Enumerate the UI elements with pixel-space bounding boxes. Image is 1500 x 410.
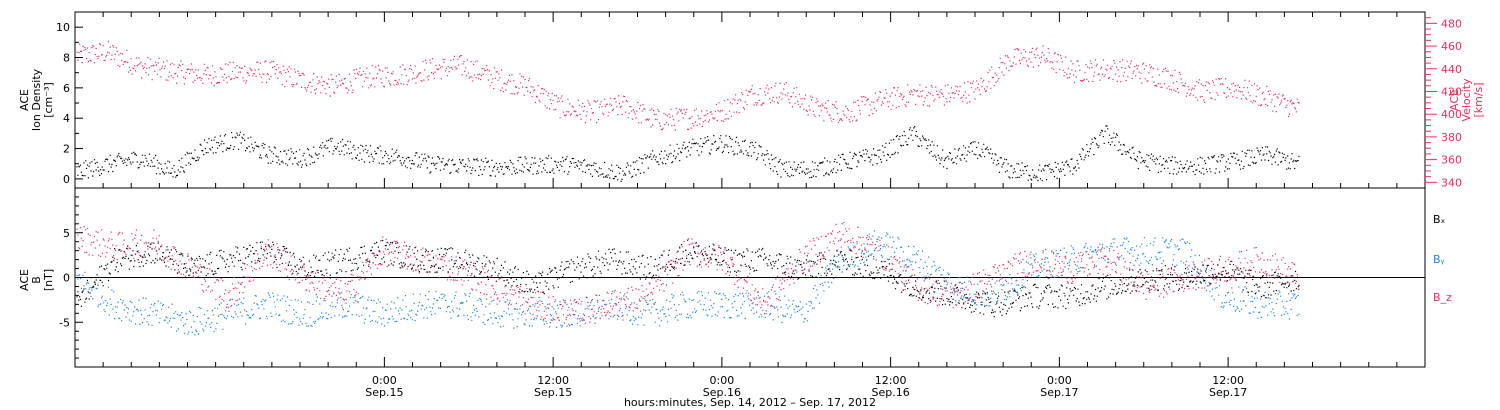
axes: 0246810340360380400420440460480-5050:00S… — [56, 11, 1462, 399]
imf-ylabel-line3: [nT] — [42, 269, 55, 291]
legend-bx: Bₓ — [1433, 213, 1446, 226]
bz-points — [76, 221, 1300, 327]
density-tick-label: 10 — [56, 21, 70, 34]
velocity-tick-label: 480 — [1441, 17, 1462, 30]
x-tick-date: Sep.17 — [1209, 386, 1247, 399]
x-tick-time: 12:00 — [1212, 374, 1244, 387]
left-ylabel-line3: [cm⁻³] — [42, 82, 55, 118]
right-ylabel-line1: ACE — [1448, 89, 1461, 111]
imf-ylabel-line2: B — [30, 276, 43, 284]
velocity-tick-label: 380 — [1441, 131, 1462, 144]
imf-tick-label: 0 — [63, 272, 70, 285]
velocity-tick-label: 460 — [1441, 40, 1462, 53]
x-tick-time: 0:00 — [1047, 374, 1072, 387]
velocity-tick-label: 340 — [1441, 176, 1462, 189]
right-ylabel-line3: [km/s] — [1472, 82, 1485, 117]
density-tick-label: 6 — [63, 82, 70, 95]
imf-tick-label: -5 — [59, 316, 70, 329]
by-points — [76, 230, 1300, 336]
imf-panel — [76, 221, 1300, 336]
right-ylabel-line2: Velocity — [1460, 78, 1473, 122]
velocity-tick-label: 400 — [1441, 108, 1462, 121]
velocity-tick-label: 360 — [1441, 154, 1462, 167]
x-tick-date: Sep.16 — [703, 386, 741, 399]
density-tick-label: 0 — [63, 173, 70, 186]
velocity-tick-label: 440 — [1441, 63, 1462, 76]
density-points — [76, 125, 1300, 182]
x-axis-title: hours:minutes, Sep. 14, 2012 – Sep. 17, … — [624, 396, 876, 409]
x-tick-time: 12:00 — [875, 374, 907, 387]
x-tick-date: Sep.16 — [872, 386, 910, 399]
imf-ylabel-line1: ACE — [18, 269, 31, 291]
x-tick-date: Sep.15 — [534, 386, 572, 399]
x-tick-date: Sep.15 — [365, 386, 403, 399]
x-tick-time: 0:00 — [710, 374, 735, 387]
plasma-panel — [76, 41, 1300, 182]
left-ylabel-line2: Ion Density — [30, 68, 43, 131]
legend-bz: B_z — [1433, 291, 1452, 304]
x-tick-time: 0:00 — [372, 374, 397, 387]
density-tick-label: 2 — [63, 143, 70, 156]
x-tick-date: Sep.17 — [1040, 386, 1078, 399]
bx-points — [76, 239, 1300, 318]
density-tick-label: 8 — [63, 52, 70, 65]
velocity-points — [76, 41, 1300, 131]
legend-by: Bᵧ — [1433, 253, 1445, 266]
x-tick-time: 12:00 — [537, 374, 569, 387]
left-ylabel-line1: ACE — [18, 89, 31, 111]
imf-tick-label: 5 — [63, 227, 70, 240]
velocity-tick-label: 420 — [1441, 85, 1462, 98]
density-tick-label: 4 — [63, 112, 70, 125]
